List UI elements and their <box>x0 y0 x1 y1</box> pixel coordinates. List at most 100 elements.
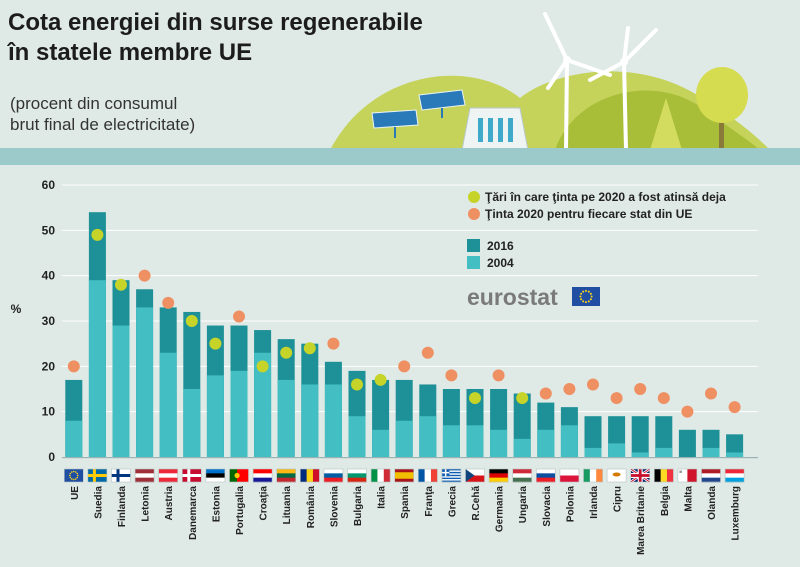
target-2020-dot <box>657 392 670 405</box>
flag-icon <box>205 468 226 483</box>
legend-2004-label: 2004 <box>487 256 514 270</box>
bar-2016 <box>678 429 696 457</box>
bar-2004 <box>301 384 319 457</box>
bar-2016 <box>655 416 673 457</box>
star-mark <box>589 292 592 295</box>
target-2020-dot <box>67 360 80 373</box>
category-label: Cipru <box>613 486 624 512</box>
bar-2004 <box>372 429 390 457</box>
target-met-dot <box>516 392 529 405</box>
flag-icon <box>583 468 603 483</box>
legend-met-label: Ţări în care ţinta pe 2020 a fost atinsă… <box>485 190 726 204</box>
target-met-dot <box>209 337 222 350</box>
y-tick-label: 50 <box>42 223 56 237</box>
bar-2016 <box>631 416 649 457</box>
flag-icon <box>724 468 745 483</box>
target-2020-dot <box>327 337 340 350</box>
legend-dot-met <box>468 191 480 203</box>
category-label: Croaţia <box>259 486 270 521</box>
star-mark <box>71 471 73 473</box>
target-met-dot <box>469 392 481 405</box>
star-mark <box>585 289 587 292</box>
bar-2004 <box>513 438 531 457</box>
star-mark <box>582 290 585 293</box>
legend-2016-label: 2016 <box>487 239 514 253</box>
bar-2004 <box>277 379 295 457</box>
bar-2004 <box>466 425 484 457</box>
category-label: România <box>306 486 317 529</box>
flag-icon <box>87 468 108 483</box>
flag-icon <box>441 468 462 483</box>
bar-2004 <box>537 429 555 457</box>
star-mark <box>579 295 582 298</box>
bar-2004 <box>442 425 460 457</box>
star-mark <box>69 476 72 479</box>
flag-icon <box>158 468 178 483</box>
bar-2004 <box>206 375 224 457</box>
target-2020-dot <box>728 401 741 414</box>
eu-flag-logo <box>572 287 600 306</box>
y-tick-label: 10 <box>42 405 56 419</box>
header-band <box>0 148 800 165</box>
flag-icon <box>512 468 533 483</box>
bar-2004 <box>348 416 366 457</box>
category-label: Suedia <box>93 486 104 519</box>
bar-2004 <box>490 429 508 457</box>
category-label: R.Cehă <box>471 486 482 521</box>
bar-2004 <box>655 447 673 457</box>
category-label: Letonia <box>141 486 152 522</box>
flag-icon <box>465 468 485 483</box>
flag-icon <box>299 468 320 483</box>
star-mark <box>587 290 590 293</box>
target-2020-dot <box>681 405 694 418</box>
flag-icon <box>606 468 627 483</box>
flag-icon <box>417 468 438 483</box>
star-mark <box>75 478 77 480</box>
flag-icon <box>677 468 698 483</box>
target-2020-dot <box>162 296 175 309</box>
target-2020-dot <box>610 392 623 405</box>
category-label: Slovenia <box>329 486 340 528</box>
category-label: Italia <box>377 486 388 509</box>
category-label: Germania <box>495 486 506 533</box>
tree-icon <box>650 98 682 150</box>
category-label: UE <box>70 486 81 500</box>
category-label: Slovacia <box>542 486 553 527</box>
flag-icon <box>653 468 674 483</box>
chart-subtitle-line-1: (procent din consumul <box>10 94 178 113</box>
target-met-dot <box>303 342 316 355</box>
target-2020-dot <box>563 383 576 395</box>
bar-2004 <box>560 425 578 457</box>
flag-icon <box>182 468 202 483</box>
category-label: Portugalia <box>235 486 246 535</box>
bar-2004 <box>183 389 201 457</box>
bars <box>62 212 758 459</box>
target-2020-dot <box>634 383 647 395</box>
bar-2004 <box>65 420 83 457</box>
target-met-dot <box>374 373 387 386</box>
category-label: Spania <box>400 486 411 519</box>
legend-target-label: Ţinta 2020 pentru fiecare stat din UE <box>485 207 692 221</box>
flag-icon <box>276 468 297 483</box>
chart-title-line-1: Cota energiei din surse regenerabile <box>8 9 423 36</box>
star-mark <box>582 300 585 303</box>
star-mark <box>77 474 79 477</box>
tree-icon <box>696 67 748 150</box>
y-tick-label: 20 <box>42 359 56 373</box>
target-2020-dot <box>587 378 599 391</box>
target-2020-dot <box>539 387 552 400</box>
star-mark <box>69 474 71 477</box>
bar-2004 <box>631 452 649 457</box>
target-2020-dot <box>233 310 245 323</box>
flag-icon <box>394 468 415 483</box>
legend-swatch-2004 <box>467 256 480 269</box>
category-label: Malta <box>683 486 694 512</box>
y-axis-label: % <box>11 302 22 316</box>
eurostat-logo-text: eurostat <box>467 284 558 310</box>
legend-dot-target <box>468 208 480 220</box>
category-label: Ungaria <box>518 486 529 524</box>
star-mark <box>69 472 72 475</box>
target-2020-dot <box>445 369 458 382</box>
flag-icon <box>535 468 556 483</box>
